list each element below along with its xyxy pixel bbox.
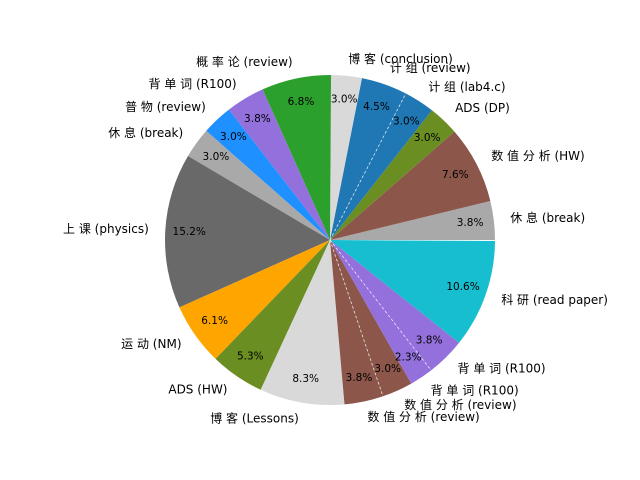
slice-label: 数 值 分 析 (review) — [367, 409, 479, 424]
pie-wedge — [260, 240, 345, 405]
slice-label: 背 单 词 (R100) — [431, 384, 519, 398]
pie-wedge — [228, 89, 330, 240]
slice-label: 博 客 (Lessons) — [210, 410, 299, 425]
percent-label: 3.0% — [374, 363, 401, 375]
percent-label: 3.8% — [244, 113, 271, 125]
slice-label: 概 率 论 (review) — [196, 54, 293, 69]
percent-label: 3.8% — [416, 334, 443, 346]
wedge-seam-line — [329, 93, 407, 241]
percent-label: 3.0% — [414, 132, 441, 144]
pie-wedge — [330, 240, 460, 371]
percent-label: 3.0% — [203, 151, 230, 163]
pie-wedge — [215, 240, 330, 390]
percent-label: 10.6% — [446, 281, 479, 293]
percent-label: 3.0% — [393, 115, 420, 127]
pie-wedge — [262, 74, 332, 240]
slice-label: 普 物 (review) — [125, 100, 206, 114]
slice-label: 休 息 (break) — [510, 210, 585, 225]
percent-label: 6.8% — [288, 96, 315, 108]
pie-wedge — [330, 78, 406, 241]
percent-label: 5.3% — [237, 350, 264, 362]
slice-label: 博 客 (conclusion) — [348, 51, 453, 66]
slice-label: 科 研 (read paper) — [501, 293, 608, 307]
pie-wedge — [330, 240, 495, 343]
pie-wedge — [330, 200, 496, 240]
pie-wedge — [330, 110, 455, 240]
pie-wedge — [165, 156, 330, 308]
pie-wedge — [330, 131, 491, 240]
slice-label: 数 值 分 析 (review) — [404, 397, 516, 412]
slice-label: 休 息 (break) — [108, 125, 183, 140]
slice-label: 计 组 (lab4.c) — [428, 80, 505, 94]
pie-wedge — [330, 240, 412, 397]
percent-label: 3.8% — [457, 217, 484, 229]
pie-wedge — [179, 240, 330, 359]
pie-wedge — [187, 130, 330, 240]
percent-label: 8.3% — [292, 373, 319, 385]
slice-label: ADS (HW) — [168, 382, 227, 396]
pie-wedge — [330, 240, 432, 384]
slice-label: 运 动 (NM) — [121, 337, 181, 351]
slice-label: 数 值 分 析 (HW) — [491, 148, 585, 163]
percent-label: 2.3% — [395, 351, 422, 363]
pie-wedge — [330, 75, 362, 240]
percent-label: 7.6% — [442, 169, 469, 181]
percent-label: 3.0% — [220, 131, 247, 143]
slice-label: 计 组 (review) — [390, 61, 471, 75]
pie-wedge — [330, 240, 383, 405]
slice-label: 背 单 词 (R100) — [149, 77, 237, 91]
slice-label: ADS (DP) — [455, 101, 510, 115]
percent-label: 15.2% — [173, 226, 206, 238]
percent-label: 6.1% — [201, 315, 228, 327]
pie-wedge — [206, 109, 330, 241]
percent-label: 4.5% — [363, 101, 390, 113]
slice-label: 背 单 词 (R100) — [458, 362, 546, 376]
percent-label: 3.8% — [346, 372, 373, 384]
slice-label: 上 课 (physics) — [63, 222, 149, 236]
pie-wedge — [330, 93, 432, 241]
percent-label: 3.0% — [331, 94, 358, 106]
